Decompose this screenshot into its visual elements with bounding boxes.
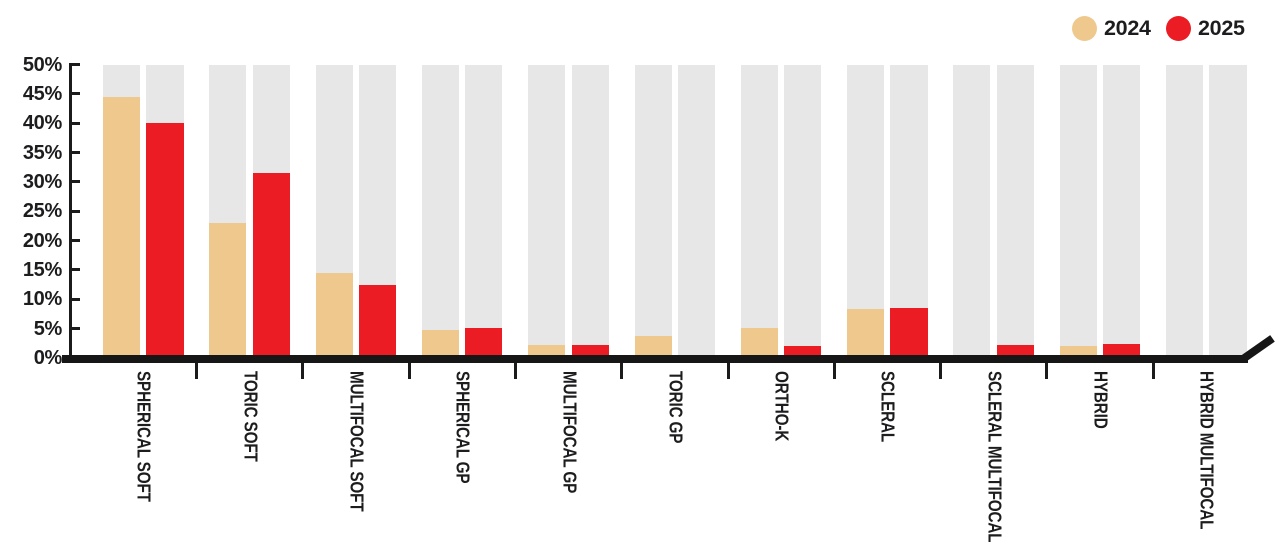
y-axis-tick-mark (69, 180, 80, 184)
y-axis-tick-label: 40% (22, 112, 62, 135)
x-axis-category-label-hybrid-multifocal: HYBRID MULTIFOCAL (1196, 371, 1217, 530)
x-axis-category-label-hybrid: HYBRID (1090, 371, 1111, 429)
bar-2024-toric-soft (209, 223, 247, 358)
y-axis-tick-label: 5% (33, 317, 63, 340)
bar-2024-multifocal-soft (315, 272, 353, 358)
y-axis-tick-label: 35% (22, 141, 62, 164)
background-column (421, 64, 459, 358)
bar-2025-hybrid (1103, 343, 1141, 358)
y-axis-tick-label: 30% (22, 170, 62, 193)
bar-2024-spherical-gp (421, 329, 459, 358)
x-axis-category-label-multifocal-soft: MULTIFOCAL SOFT (346, 371, 367, 512)
x-axis-category-label-toric-soft: TORIC SOFT (240, 371, 261, 462)
y-axis-tick-label: 20% (22, 229, 62, 252)
background-column (996, 64, 1034, 358)
y-axis-tick-mark (69, 151, 80, 154)
legend-swatch-2025-icon (1166, 16, 1191, 41)
legend-swatch-2024-icon (1072, 16, 1097, 41)
y-axis-tick-label: 15% (22, 258, 62, 281)
y-axis-tick-mark (69, 63, 80, 66)
x-axis-boundary-tick (407, 362, 411, 379)
x-axis-boundary-tick (513, 362, 517, 379)
y-axis-tick-label: 10% (22, 288, 62, 311)
x-axis-boundary-tick (1151, 362, 1155, 379)
x-axis-boundary-tick (195, 362, 198, 379)
bar-2025-scleral (890, 308, 928, 358)
background-column (634, 64, 672, 358)
x-axis-category-label-ortho-k: ORTHO-K (771, 371, 792, 442)
bar-2025-spherical-soft (146, 123, 184, 358)
background-column (953, 64, 991, 358)
background-column (1209, 64, 1247, 358)
y-axis-tick-label: 0% (33, 347, 63, 369)
legend-label-2024: 2024 (1104, 16, 1151, 40)
y-axis-tick-mark (69, 239, 80, 243)
x-axis-category-label-scleral-multifocal: SCLERAL MULTIFOCAL (984, 371, 1005, 542)
background-column (677, 64, 716, 358)
bar-2025-spherical-gp (465, 327, 503, 358)
y-axis-tick-mark (69, 92, 80, 96)
x-axis-boundary-tick (1045, 362, 1049, 379)
bar-2024-spherical-soft (103, 96, 140, 358)
background-column (571, 64, 609, 358)
legend-item-2024: 2024 (1072, 16, 1151, 41)
y-axis-tick-mark (69, 268, 80, 272)
bar-2025-toric-soft (252, 173, 290, 358)
x-axis-boundary-tick (939, 362, 943, 379)
bar-2024-toric-gp (634, 335, 672, 358)
background-column (1103, 64, 1141, 358)
y-axis-tick-label: 50% (22, 53, 62, 76)
background-column (1059, 64, 1097, 358)
y-axis-tick-mark (69, 327, 80, 331)
legend-item-2025: 2025 (1166, 16, 1245, 41)
bar-2024-ortho-k (740, 327, 778, 358)
legend-label-2025: 2025 (1198, 16, 1245, 40)
x-axis-boundary-tick (620, 362, 624, 379)
x-axis-boundary-tick (832, 362, 836, 379)
y-axis-tick-mark (69, 297, 80, 301)
y-axis-tick-mark (69, 121, 80, 125)
x-axis-category-label-toric-gp: TORIC GP (665, 371, 686, 444)
background-column (784, 64, 822, 358)
background-column (740, 64, 778, 358)
x-axis-line (62, 354, 1248, 363)
x-axis-boundary-tick (726, 362, 730, 379)
y-axis-tick-label: 45% (22, 82, 62, 105)
bar-2025-multifocal-soft (358, 284, 397, 358)
background-column (528, 64, 566, 358)
x-axis-category-label-spherical-soft: SPHERICAL SOFT (133, 371, 154, 502)
bar-2024-scleral (847, 308, 885, 358)
x-axis-category-label-scleral: SCLERAL (877, 371, 898, 443)
background-column (1166, 64, 1203, 358)
x-axis-boundary-tick (301, 362, 305, 379)
x-axis-category-label-spherical-gp: SPHERICAL GP (452, 371, 473, 484)
y-axis-tick-mark (69, 209, 80, 213)
y-axis-tick-label: 25% (22, 200, 62, 223)
x-axis-category-label-multifocal-gp: MULTIFOCAL GP (559, 371, 579, 494)
background-column (465, 64, 503, 358)
